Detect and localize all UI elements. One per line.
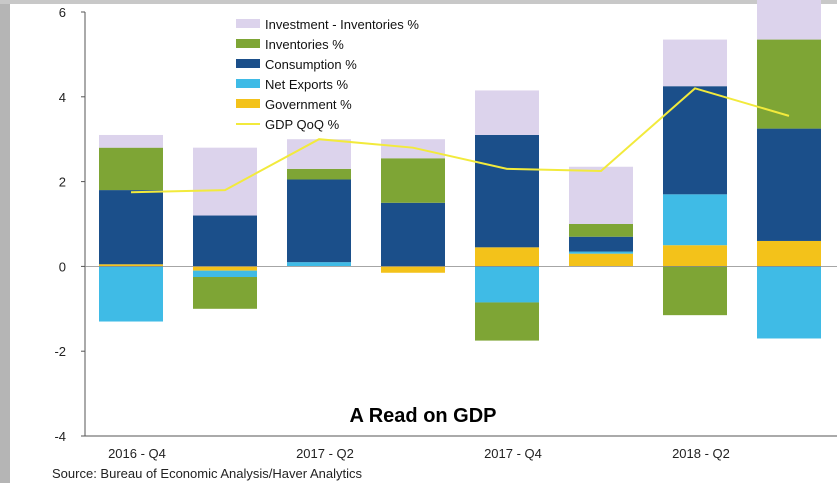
y-tick-label: 6 — [59, 5, 66, 20]
bar-segment — [99, 264, 163, 267]
x-tick-label: 2017 - Q4 — [484, 446, 542, 461]
chart-legend: Investment - Inventories % Inventories % C… — [236, 17, 419, 132]
bar-segment — [193, 270, 257, 277]
bar-segment — [663, 39, 727, 87]
x-tick-label: 2018 - Q2 — [672, 446, 730, 461]
bar-segment — [757, 266, 821, 339]
legend-label: Consumption % — [265, 57, 357, 72]
legend-swatch — [236, 39, 260, 48]
y-tick-label: 4 — [59, 90, 66, 105]
x-tick-label: 2016 - Q4 — [108, 446, 166, 461]
left-frame-edge — [0, 0, 10, 483]
y-tick-label: 0 — [59, 259, 66, 274]
bar-segment — [569, 253, 633, 267]
bar-segment — [475, 266, 539, 303]
bar-segment — [381, 139, 445, 159]
bar-segment — [99, 147, 163, 191]
bar-segment — [287, 139, 351, 169]
bar-segment — [475, 302, 539, 341]
bar-segment — [757, 39, 821, 129]
legend-swatch — [236, 19, 260, 28]
bar-segment — [381, 202, 445, 267]
source-note: Source: Bureau of Economic Analysis/Have… — [52, 466, 362, 481]
bar-segment — [569, 166, 633, 224]
legend-label: Investment - Inventories % — [265, 17, 419, 32]
legend-swatch — [236, 79, 260, 88]
x-tick-label: 2017 - Q2 — [296, 446, 354, 461]
bar-segment — [475, 134, 539, 248]
chart-axes: -4 -2 0 2 4 6 2016 - Q4 2017 - Q2 2017 - Q4 2018 … — [54, 5, 837, 461]
bar-segment — [193, 266, 257, 271]
bar-segment — [569, 236, 633, 252]
bar-segment — [663, 86, 727, 195]
bar-segment — [663, 266, 727, 316]
y-tick-label: -2 — [54, 344, 66, 359]
bar-segment — [381, 158, 445, 203]
bar-segment — [757, 0, 821, 40]
bar-segment — [287, 168, 351, 180]
legend-label: Net Exports % — [265, 77, 349, 92]
bar-segment — [663, 245, 727, 267]
line-layer — [130, 87, 790, 194]
chart-title: A Read on GDP — [349, 405, 496, 427]
legend-label: GDP QoQ % — [265, 117, 340, 132]
bar-segment — [99, 134, 163, 148]
bar-segment — [475, 90, 539, 135]
legend-swatch — [236, 99, 260, 108]
bar-segment — [569, 251, 633, 254]
bar-segment — [475, 247, 539, 267]
bar-segment — [663, 194, 727, 246]
bar-segment — [287, 179, 351, 263]
bar-segment — [381, 266, 445, 273]
bar-segment — [99, 190, 163, 265]
legend-label: Inventories % — [265, 37, 344, 52]
y-tick-label: -4 — [54, 429, 66, 444]
bar-segment — [287, 262, 351, 267]
bar-segment — [757, 240, 821, 267]
bar-segment — [193, 215, 257, 267]
y-tick-label: 2 — [59, 175, 66, 190]
top-frame-edge — [0, 0, 837, 4]
bar-segment — [99, 266, 163, 322]
legend-swatch — [236, 59, 260, 68]
bar-layer — [99, 0, 821, 341]
bar-segment — [757, 128, 821, 241]
bar-segment — [193, 277, 257, 309]
bar-segment — [193, 147, 257, 216]
gdp-line — [130, 87, 790, 194]
bar-segment — [569, 224, 633, 237]
legend-label: Government % — [265, 97, 352, 112]
